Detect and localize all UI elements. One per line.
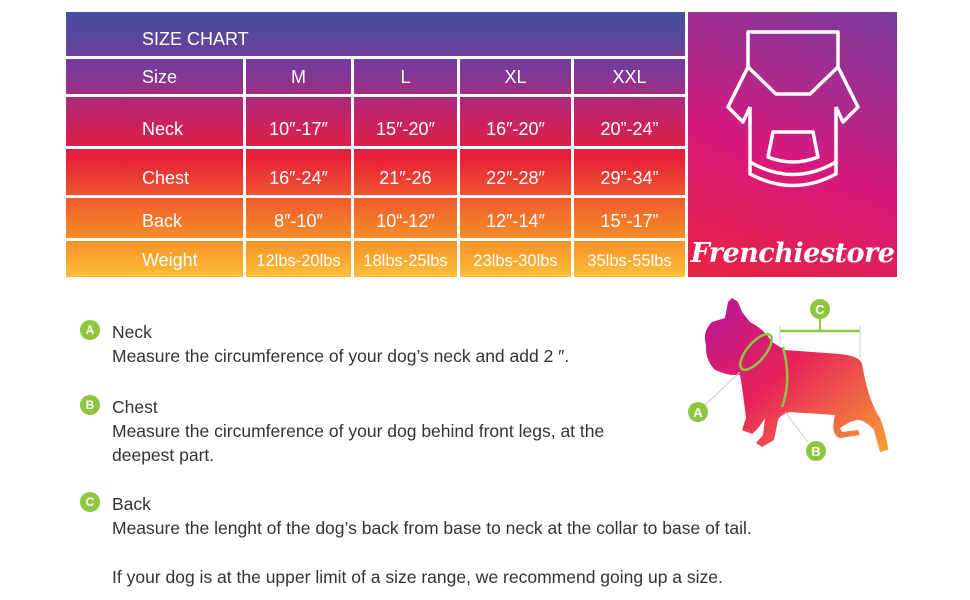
table-cell: 10″-17″ — [246, 97, 351, 146]
table-cell: 8″-10″ — [246, 198, 351, 238]
table-cell: 18lbs-25lbs — [354, 241, 457, 277]
table-cell: 20”-24” — [574, 97, 685, 146]
badge: A — [80, 320, 100, 340]
label-a-badge: A — [688, 402, 708, 422]
hoodie-icon — [726, 30, 860, 188]
table-cell: 16″-24″ — [246, 149, 351, 195]
table-title: SIZE CHART — [66, 12, 685, 56]
instruction-title: Neck — [112, 322, 152, 342]
table-cell: 12″-14″ — [460, 198, 571, 238]
svg-text:C: C — [815, 302, 825, 317]
label-b-badge: B — [806, 441, 826, 461]
table-cell: 15”-17” — [574, 198, 685, 238]
table-cell: 15″-20″ — [354, 97, 457, 146]
dog-silhouette — [704, 298, 888, 452]
table-cell: 35lbs-55lbs — [574, 241, 685, 277]
row-label: Weight — [66, 241, 243, 277]
size-chart-table: SIZE CHART Size M L XL XXL Neck 10″-17″ 15″-20″… — [66, 12, 685, 277]
table-cell: 23lbs-30lbs — [460, 241, 571, 277]
badge: C — [80, 492, 100, 512]
badge: B — [80, 395, 100, 415]
instruction-chest: B Chest Measure the circumference of your … — [80, 395, 640, 467]
brand-logo: Frenchiestore — [690, 238, 895, 269]
instruction-back: C Back Measure the lenght of the dog’s bac… — [80, 492, 820, 540]
row-label: Neck — [66, 97, 243, 146]
table-cell: 22″-28″ — [460, 149, 571, 195]
label-c-badge: C — [810, 299, 830, 319]
svg-text:A: A — [693, 405, 703, 420]
svg-text:B: B — [811, 444, 820, 459]
table-cell: 12lbs-20lbs — [246, 241, 351, 277]
table-cell: 16″-20″ — [460, 97, 571, 146]
size-header-label: Size — [66, 59, 243, 94]
row-label: Back — [66, 198, 243, 238]
row-label: Chest — [66, 149, 243, 195]
table-cell: 10“-12″ — [354, 198, 457, 238]
size-column-header: XL — [460, 59, 571, 94]
size-column-header: XXL — [574, 59, 685, 94]
instruction-title: Back — [112, 494, 151, 514]
instruction-text: Measure the circumference of your dog be… — [112, 421, 605, 465]
table-cell: 21″-26 — [354, 149, 457, 195]
table-cell: 29”-34” — [574, 149, 685, 195]
instruction-neck: A Neck Measure the circumference of your d… — [80, 320, 820, 368]
dog-measurement-diagram: C A B — [688, 298, 888, 461]
instruction-text: Measure the lenght of the dog’s back fro… — [112, 518, 752, 538]
size-advice-note: If your dog is at the upper limit of a s… — [112, 567, 723, 587]
size-column-header: M — [246, 59, 351, 94]
size-column-header: L — [354, 59, 457, 94]
instruction-text: Measure the circumference of your dog’s … — [112, 346, 570, 366]
instruction-title: Chest — [112, 397, 158, 417]
brand-panel: Frenchiestore — [688, 12, 897, 277]
